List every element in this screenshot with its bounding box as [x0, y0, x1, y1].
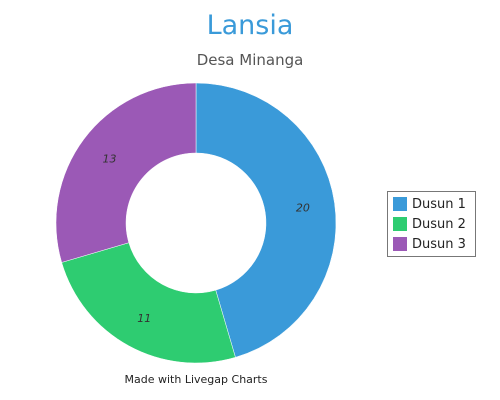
legend-label: Dusun 3	[412, 236, 466, 252]
slice-dusun-3[interactable]	[55, 82, 197, 263]
legend-item-dusun-2[interactable]: Dusun 2	[388, 214, 475, 234]
footer-credit: Made with Livegap Charts	[124, 373, 268, 386]
legend-swatch	[393, 217, 407, 231]
legend-swatch	[393, 197, 407, 211]
chart-title: Lansia	[206, 10, 294, 41]
slice-dusun-1[interactable]	[195, 82, 337, 358]
legend-label: Dusun 2	[412, 216, 466, 232]
legend-item-dusun-1[interactable]: Dusun 1	[388, 194, 475, 214]
chart-subtitle: Desa Minanga	[196, 51, 304, 69]
legend: Dusun 1 Dusun 2 Dusun 3	[387, 191, 476, 257]
data-label-dusun-3: 13	[103, 152, 117, 165]
slice-dusun-2[interactable]	[61, 242, 236, 364]
data-label-dusun-1: 20	[296, 202, 310, 215]
legend-label: Dusun 1	[412, 196, 466, 212]
legend-swatch	[393, 237, 407, 251]
data-label-dusun-2: 11	[137, 312, 151, 325]
legend-item-dusun-3[interactable]: Dusun 3	[388, 234, 475, 254]
